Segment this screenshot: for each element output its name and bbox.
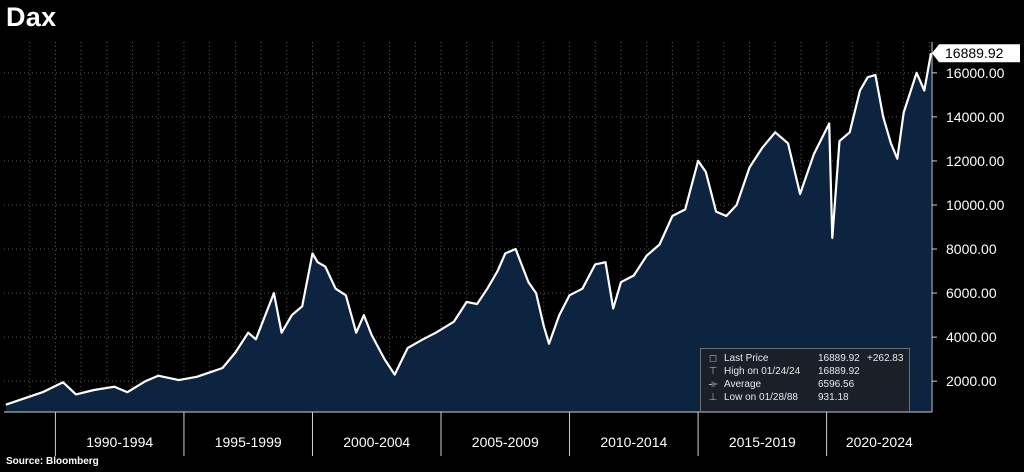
y-tick-label: 12000.00 — [946, 153, 1005, 169]
legend-item-average: ⟛ Average 6596.56 — [701, 379, 909, 392]
average-marker-icon: ⟛ — [708, 379, 718, 390]
price-line — [5, 53, 933, 406]
x-tick-label: 1990-1994 — [86, 434, 153, 450]
y-tick-label: 16000.00 — [946, 65, 1005, 81]
high-marker-icon: ⊤ — [708, 366, 718, 377]
y-tick-label: 4000.00 — [946, 329, 997, 345]
legend-value: 931.18 — [818, 392, 849, 403]
y-tick-label: 6000.00 — [946, 285, 997, 301]
legend-value: 6596.56 — [818, 379, 855, 390]
legend-box: ◻ Last Price 16889.92 +262.83 ⊤ High on … — [700, 348, 910, 412]
y-tick-label: 2000.00 — [946, 373, 997, 389]
legend-value: 16889.92 — [818, 366, 860, 377]
legend-item-low: ⊥ Low on 01/28/88 931.18 — [701, 392, 909, 405]
legend-square-icon: ◻ — [708, 353, 718, 364]
axes: 2000.00 4000.00 6000.00 8000.00 10000.00 1200… — [4, 42, 1020, 456]
x-tick-label: 2015-2019 — [729, 434, 796, 450]
x-tick-label: 2020-2024 — [846, 434, 913, 450]
x-tick-label: 2010-2014 — [600, 434, 667, 450]
y-tick-label: 10000.00 — [946, 197, 1005, 213]
source-note: Source: Bloomberg — [6, 456, 99, 467]
low-marker-icon: ⊥ — [708, 392, 718, 403]
legend-label: High on 01/24/24 — [724, 366, 801, 377]
last-price-marker — [932, 44, 1020, 63]
legend-label: Last Price — [724, 353, 769, 364]
y-tick-label: 14000.00 — [946, 109, 1005, 125]
legend-label: Low on 01/28/88 — [724, 392, 798, 403]
legend-item-last-price: ◻ Last Price 16889.92 +262.83 — [701, 353, 909, 366]
x-tick-label: 1995-1999 — [215, 434, 282, 450]
x-tick-label: 2005-2009 — [472, 434, 539, 450]
legend-label: Average — [724, 379, 762, 390]
price-area-fill — [5, 53, 932, 412]
legend-item-high: ⊤ High on 01/24/24 16889.92 — [701, 366, 909, 379]
legend-value: 16889.92 — [818, 353, 860, 364]
x-tick-label: 2000-2004 — [343, 434, 410, 450]
last-price-label: 16889.92 — [945, 45, 1004, 61]
legend-change: +262.83 — [867, 353, 904, 364]
chart-title: Dax — [6, 2, 57, 32]
y-tick-label: 8000.00 — [946, 241, 997, 257]
